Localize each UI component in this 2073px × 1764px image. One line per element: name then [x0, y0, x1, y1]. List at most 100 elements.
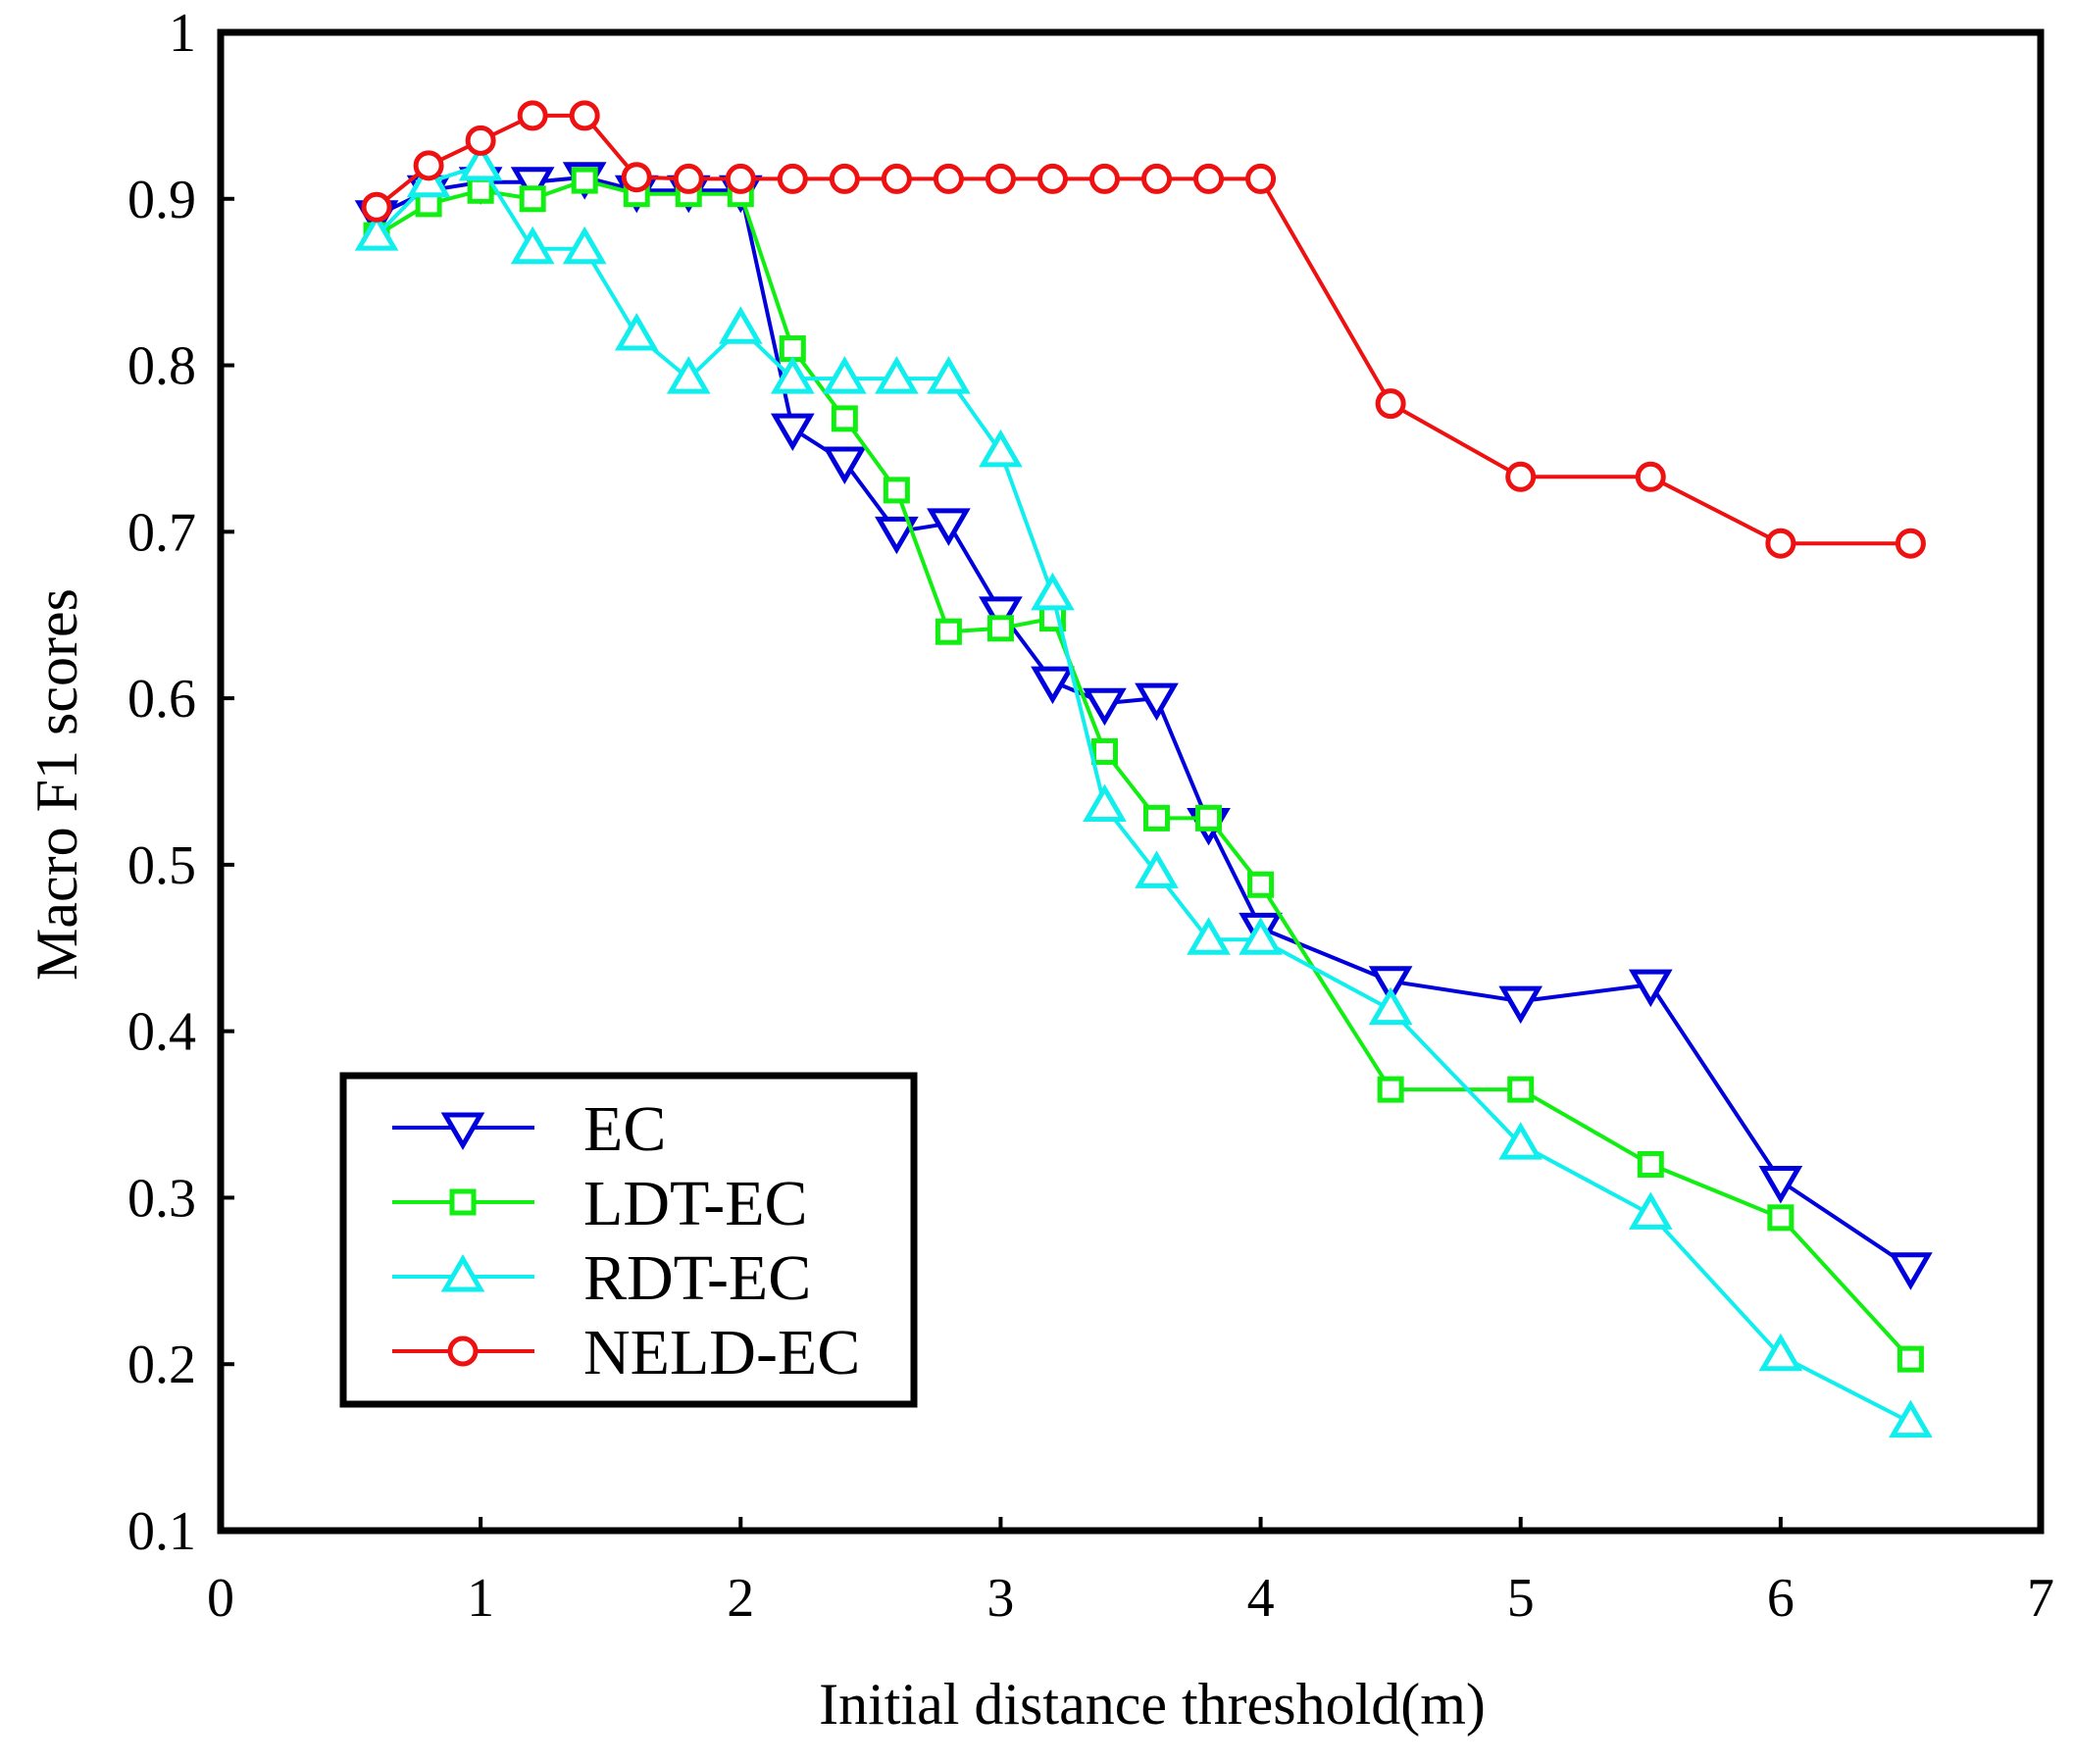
- point-neld-ec-10: [881, 163, 912, 194]
- point-rdt-ec-21: [1758, 1333, 1803, 1372]
- legend-label-neld-ec: NELD-EC: [583, 1317, 860, 1388]
- point-rdt-ec-17: [1239, 917, 1283, 955]
- point-rdt-ec-19: [1498, 1122, 1543, 1160]
- point-rdt-ec-14: [1083, 783, 1127, 822]
- point-ldt-ec-9: [831, 405, 858, 432]
- y-tick-label-1: 1: [169, 3, 196, 64]
- point-ec-12: [979, 596, 1023, 634]
- point-rdt-ec-9: [823, 356, 867, 394]
- point-ec-13: [1031, 666, 1075, 705]
- point-neld-ec-18: [1375, 388, 1406, 420]
- legend-entry-ec: EC: [392, 1093, 666, 1165]
- point-ldt-ec-22: [1896, 1345, 1924, 1373]
- point-rdt-ec-13: [1031, 572, 1075, 611]
- legend-label-ec: EC: [583, 1093, 666, 1165]
- point-neld-ec-7: [725, 163, 756, 194]
- x-axis-title: Initial distance threshold(m): [819, 1672, 1486, 1737]
- y-tick-label-0-1: 0.1: [127, 1501, 196, 1562]
- point-rdt-ec-22: [1889, 1399, 1933, 1438]
- plot-frame: [217, 28, 2045, 1535]
- point-rdt-ec-5: [614, 313, 659, 351]
- point-neld-ec-16: [1193, 163, 1225, 194]
- y-tick-label-0-2: 0.2: [127, 1335, 196, 1395]
- point-neld-ec-22: [1895, 528, 1926, 559]
- point-ec-19: [1498, 985, 1543, 1025]
- point-ldt-ec-14: [1090, 737, 1118, 765]
- point-neld-ec-6: [673, 163, 704, 194]
- point-neld-ec-12: [985, 163, 1016, 194]
- point-ldt-ec-15: [1143, 804, 1171, 832]
- x-tick-label-2: 2: [727, 1568, 754, 1629]
- point-rdt-ec-12: [979, 428, 1023, 468]
- point-ldt-ec-3: [519, 185, 546, 213]
- point-rdt-ec-11: [927, 356, 971, 394]
- point-neld-ec-13: [1036, 163, 1068, 194]
- legend-marker-ec: [440, 1112, 485, 1150]
- point-neld-ec-0: [361, 191, 392, 223]
- legend-entry-ldt-ec: LDT-EC: [392, 1168, 808, 1239]
- point-neld-ec-3: [517, 100, 548, 131]
- point-neld-ec-15: [1141, 163, 1173, 194]
- y-tick-labels: 0.1 0.2 0.3 0.4 0.5 0.6 0.7 0.8 0.9 1: [127, 3, 196, 1562]
- point-neld-ec-9: [829, 163, 860, 194]
- series-neld-ec: [361, 100, 1926, 559]
- x-tick-label-3: 3: [986, 1568, 1014, 1629]
- point-rdt-ec-16: [1187, 917, 1231, 955]
- point-ec-3: [510, 167, 555, 205]
- x-tick-label-6: 6: [1767, 1568, 1795, 1629]
- y-tick-label-0-7: 0.7: [127, 502, 196, 563]
- point-neld-ec-5: [621, 162, 652, 193]
- point-rdt-ec-0: [354, 213, 399, 251]
- point-neld-ec-4: [569, 100, 600, 131]
- point-ldt-ec-18: [1377, 1076, 1404, 1103]
- y-tick-label-0-8: 0.8: [127, 336, 196, 397]
- y-tick-label-0-3: 0.3: [127, 1168, 196, 1229]
- point-ec-9: [823, 446, 867, 485]
- legend-label-rdt-ec: RDT-EC: [583, 1242, 811, 1314]
- point-ec-14: [1083, 687, 1127, 727]
- x-tick-label-4: 4: [1247, 1568, 1275, 1629]
- legend-marker-rdt-ec: [440, 1254, 485, 1292]
- point-ec-18: [1368, 966, 1413, 1004]
- x-tick-label-5: 5: [1507, 1568, 1535, 1629]
- legend-marker-ldt-ec: [449, 1188, 477, 1216]
- point-ldt-ec-16: [1195, 804, 1223, 832]
- point-ec-11: [927, 508, 971, 546]
- point-ldt-ec-11: [935, 618, 962, 645]
- point-rdt-ec-20: [1628, 1191, 1673, 1230]
- legend-entry-neld-ec: NELD-EC: [392, 1317, 860, 1388]
- point-neld-ec-8: [777, 163, 808, 194]
- point-ldt-ec-19: [1507, 1076, 1535, 1103]
- series-rdt-ec: [354, 142, 1933, 1438]
- x-tick-label-0: 0: [207, 1568, 234, 1629]
- point-ec-22: [1889, 1252, 1933, 1290]
- y-axis-title: Macro F1 scores: [25, 588, 89, 981]
- point-rdt-ec-18: [1368, 986, 1413, 1026]
- point-rdt-ec-3: [510, 226, 555, 265]
- point-neld-ec-14: [1088, 163, 1120, 194]
- point-neld-ec-19: [1505, 461, 1537, 492]
- legend-entry-rdt-ec: RDT-EC: [392, 1242, 811, 1314]
- point-ec-8: [770, 413, 815, 452]
- point-ldt-ec-20: [1637, 1150, 1664, 1178]
- point-ldt-ec-2: [467, 176, 494, 204]
- point-ec-20: [1628, 969, 1673, 1008]
- point-rdt-ec-8: [770, 356, 815, 394]
- point-neld-ec-20: [1635, 461, 1666, 492]
- point-neld-ec-11: [933, 163, 964, 194]
- point-ldt-ec-21: [1767, 1204, 1795, 1232]
- legend-marker-neld-ec: [447, 1336, 479, 1367]
- point-neld-ec-1: [413, 150, 444, 181]
- y-tick-label-0-5: 0.5: [127, 835, 196, 896]
- data-series: [354, 100, 1933, 1438]
- point-rdt-ec-7: [718, 306, 763, 344]
- point-rdt-ec-15: [1135, 850, 1179, 888]
- point-neld-ec-17: [1245, 163, 1277, 194]
- legend-label-ldt-ec: LDT-EC: [583, 1168, 808, 1239]
- point-neld-ec-21: [1765, 528, 1796, 559]
- point-ldt-ec-12: [986, 615, 1014, 642]
- point-ldt-ec-10: [883, 477, 910, 504]
